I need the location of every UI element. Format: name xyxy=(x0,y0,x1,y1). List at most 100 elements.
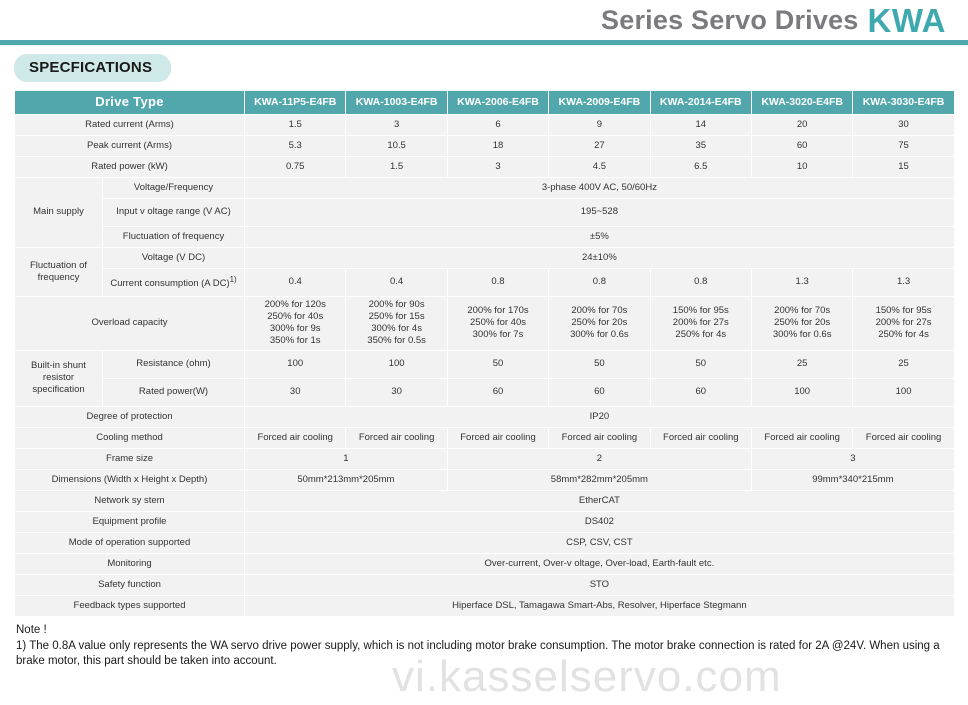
cell-peak-current-6: 60 xyxy=(750,135,854,157)
brand-header: Series Servo Drives KWA xyxy=(0,0,968,40)
row-label-network-system: Network sy stem xyxy=(13,489,246,512)
row-label-cooling-method: Cooling method xyxy=(13,426,246,449)
cell-shunt-rated-power-1: 30 xyxy=(244,377,347,407)
cell-frame-size-group-3: 3 xyxy=(750,447,955,470)
table-row: Main supply Voltage/Frequency 3-phase 40… xyxy=(14,177,955,248)
cell-resistance-5: 50 xyxy=(649,349,752,379)
table-row: Rated power(W) 30 30 60 60 60 100 100 xyxy=(15,377,955,407)
table-header-row: Drive Type KWA-11P5-E4FB KWA-1003-E4FB K… xyxy=(13,90,955,115)
cell-current-consumption-3: 0.8 xyxy=(446,268,550,297)
cell-overload-capacity-1: 200% for 120s 250% for 40s 300% for 9s 350%… xyxy=(244,296,347,351)
page-title: Series Servo Drives xyxy=(601,4,859,35)
table-row: Peak current (Arms) 5.3 10.5 18 27 35 60… xyxy=(13,135,955,157)
cell-degree-of-protection: IP20 xyxy=(244,405,955,428)
table-row: Frame size 1 2 3 xyxy=(13,447,955,470)
row-label-equipment-profile: Equipment profile xyxy=(13,510,246,533)
cell-overload-capacity-6: 200% for 70s 250% for 20s 300% for 0.6s xyxy=(750,296,854,351)
row-label-safety-function: Safety function xyxy=(13,573,246,596)
table-row: Input v oltage range (V AC) 195~528 xyxy=(15,198,955,227)
cell-dimensions-group-2: 58mm*282mm*205mm xyxy=(446,468,752,491)
cell-shunt-rated-power-5: 60 xyxy=(649,377,752,407)
cell-rated-current-4: 9 xyxy=(548,114,651,136)
row-label-peak-current: Peak current (Arms) xyxy=(13,135,246,157)
table-row: Safety function STO xyxy=(13,573,955,596)
table-row: Rated current (Arms) 1.5 3 6 9 14 20 30 xyxy=(13,114,955,136)
table-row: Feedback types supported Hiperface DSL, … xyxy=(13,594,955,617)
cell-shunt-rated-power-2: 30 xyxy=(345,377,448,407)
table-row: Cooling method Forced air cooling Forced… xyxy=(13,426,955,449)
section-header: SPECFICATIONS xyxy=(0,45,968,90)
cell-peak-current-2: 10.5 xyxy=(345,135,448,157)
cell-rated-power-6: 10 xyxy=(750,156,854,178)
note-title: Note ! xyxy=(16,623,47,636)
cell-cooling-method-3: Forced air cooling xyxy=(446,426,550,449)
cell-current-consumption-6: 1.3 xyxy=(750,268,854,297)
cell-shunt-rated-power-7: 100 xyxy=(852,377,955,407)
cell-rated-current-3: 6 xyxy=(446,114,550,136)
column-header-model-2: KWA-1003-E4FB xyxy=(345,90,448,115)
table-row: Degree of protection IP20 xyxy=(13,405,955,428)
table-row: Fluctuation of frequency Voltage (V DC) … xyxy=(14,247,955,297)
row-label-current-consumption: Current consumption (A DC)1) xyxy=(101,268,246,297)
cell-peak-current-7: 75 xyxy=(852,135,955,157)
table-row: Monitoring Over-current, Over-v oltage, … xyxy=(13,552,955,575)
cell-resistance-3: 50 xyxy=(446,349,550,379)
row-label-feedback-types: Feedback types supported xyxy=(13,594,246,617)
spec-table-container: Drive Type KWA-11P5-E4FB KWA-1003-E4FB K… xyxy=(0,90,968,617)
row-label-degree-of-protection: Degree of protection xyxy=(13,405,246,428)
cell-dimensions-group-1: 50mm*213mm*205mm xyxy=(244,468,448,491)
cell-input-voltage-range: 195~528 xyxy=(244,198,955,227)
cell-overload-capacity-3: 200% for 170s 250% for 40s 300% for 7s xyxy=(446,296,550,351)
cell-resistance-2: 100 xyxy=(345,349,448,379)
cell-rated-power-7: 15 xyxy=(852,156,955,178)
cell-rated-power-3: 3 xyxy=(446,156,550,178)
row-label-mode-of-operation: Mode of operation supported xyxy=(13,531,246,554)
cell-shunt-rated-power-6: 100 xyxy=(750,377,854,407)
cell-overload-capacity-7: 150% for 95s 200% for 27s 250% for 4s xyxy=(852,296,955,351)
cell-feedback-types: Hiperface DSL, Tamagawa Smart-Abs, Resol… xyxy=(244,594,955,617)
cell-mode-of-operation: CSP, CSV, CST xyxy=(244,531,955,554)
cell-current-consumption-4: 0.8 xyxy=(548,268,651,297)
table-row: Rated power (kW) 0.75 1.5 3 4.5 6.5 10 1… xyxy=(13,156,955,178)
column-header-model-6: KWA-3020-E4FB xyxy=(750,90,854,115)
cell-safety-function: STO xyxy=(244,573,955,596)
cell-cooling-method-4: Forced air cooling xyxy=(548,426,651,449)
table-row: Current consumption (A DC)1) 0.4 0.4 0.8… xyxy=(15,268,955,297)
cell-current-consumption-1: 0.4 xyxy=(244,268,347,297)
column-header-model-7: KWA-3030-E4FB xyxy=(852,90,955,115)
cell-rated-power-2: 1.5 xyxy=(345,156,448,178)
cell-shunt-rated-power-3: 60 xyxy=(446,377,550,407)
cell-frame-size-group-2: 2 xyxy=(446,447,752,470)
group-label-main-supply: Main supply xyxy=(14,177,103,248)
cell-cooling-method-5: Forced air cooling xyxy=(649,426,752,449)
cell-resistance-1: 100 xyxy=(244,349,347,379)
cell-cooling-method-6: Forced air cooling xyxy=(750,426,854,449)
table-row: Mode of operation supported CSP, CSV, CS… xyxy=(13,531,955,554)
column-header-model-4: KWA-2009-E4FB xyxy=(548,90,651,115)
column-header-model-5: KWA-2014-E4FB xyxy=(649,90,752,115)
cell-current-consumption-7: 1.3 xyxy=(852,268,955,297)
cell-rated-current-6: 20 xyxy=(750,114,854,136)
cell-rated-current-7: 30 xyxy=(852,114,955,136)
group-label-control-supply: Fluctuation of frequency xyxy=(14,247,103,297)
row-label-current-consumption-text: Current consumption (A DC) xyxy=(110,278,230,289)
cell-cooling-method-1: Forced air cooling xyxy=(244,426,347,449)
cell-peak-current-3: 18 xyxy=(446,135,550,157)
row-label-frame-size: Frame size xyxy=(13,447,246,470)
cell-monitoring: Over-current, Over-v oltage, Over-load, … xyxy=(244,552,955,575)
row-label-dimensions: Dimensions (Width x Height x Depth) xyxy=(13,468,246,491)
row-label-voltage-vdc: Voltage (V DC) xyxy=(101,247,246,269)
cell-rated-power-5: 6.5 xyxy=(649,156,752,178)
table-row: Overload capacity 200% for 120s 250% for … xyxy=(13,296,955,351)
note-body: 1) The 0.8A value only represents the WA… xyxy=(16,639,940,667)
footnote-marker: 1) xyxy=(229,274,237,284)
brand-logo-kwa: KWA xyxy=(867,1,946,39)
cell-rated-current-5: 14 xyxy=(649,114,752,136)
cell-peak-current-5: 35 xyxy=(649,135,752,157)
cell-resistance-6: 25 xyxy=(750,349,854,379)
row-label-rated-power: Rated power (kW) xyxy=(13,156,246,178)
cell-peak-current-1: 5.3 xyxy=(244,135,347,157)
cell-resistance-7: 25 xyxy=(852,349,955,379)
table-row: Built-in shunt resistor specification Re… xyxy=(14,349,955,407)
